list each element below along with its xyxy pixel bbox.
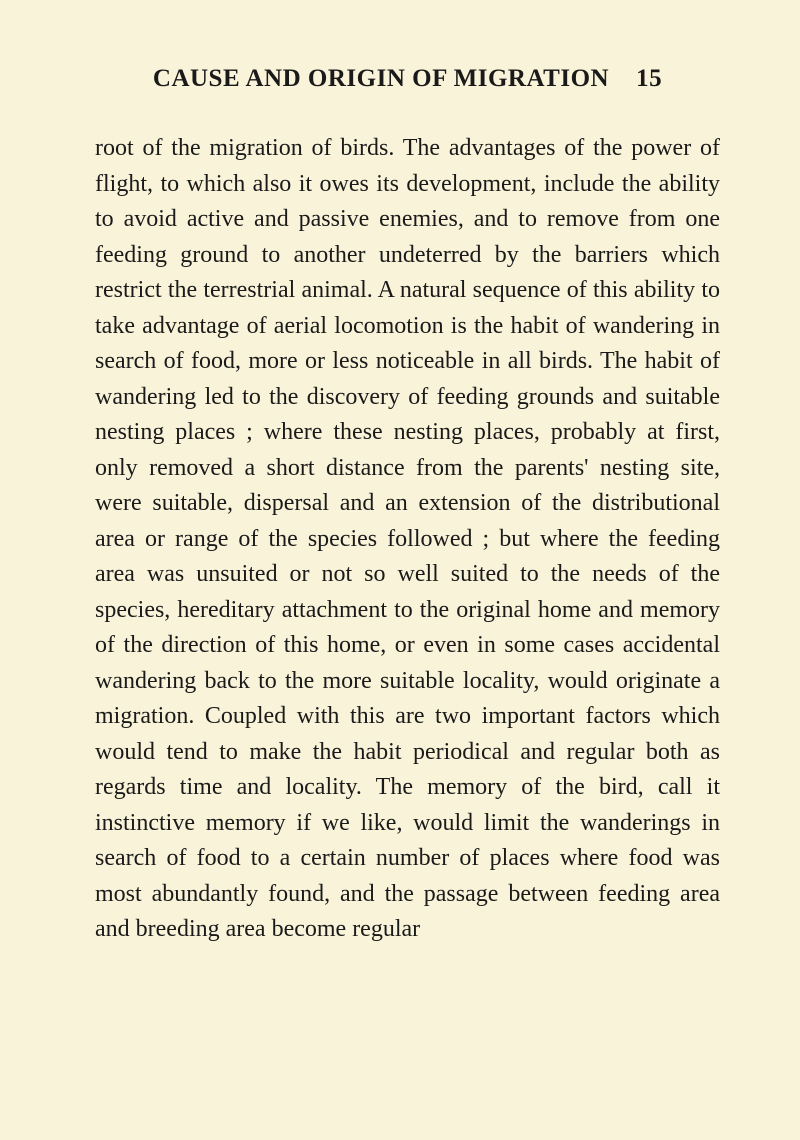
header-title: CAUSE AND ORIGIN OF MIGRATION	[153, 65, 609, 92]
page-number: 15	[636, 65, 662, 92]
page-header: CAUSE AND ORIGIN OF MIGRATION 15	[95, 65, 720, 93]
body-paragraph: root of the migration of birds. The adva…	[95, 131, 720, 948]
